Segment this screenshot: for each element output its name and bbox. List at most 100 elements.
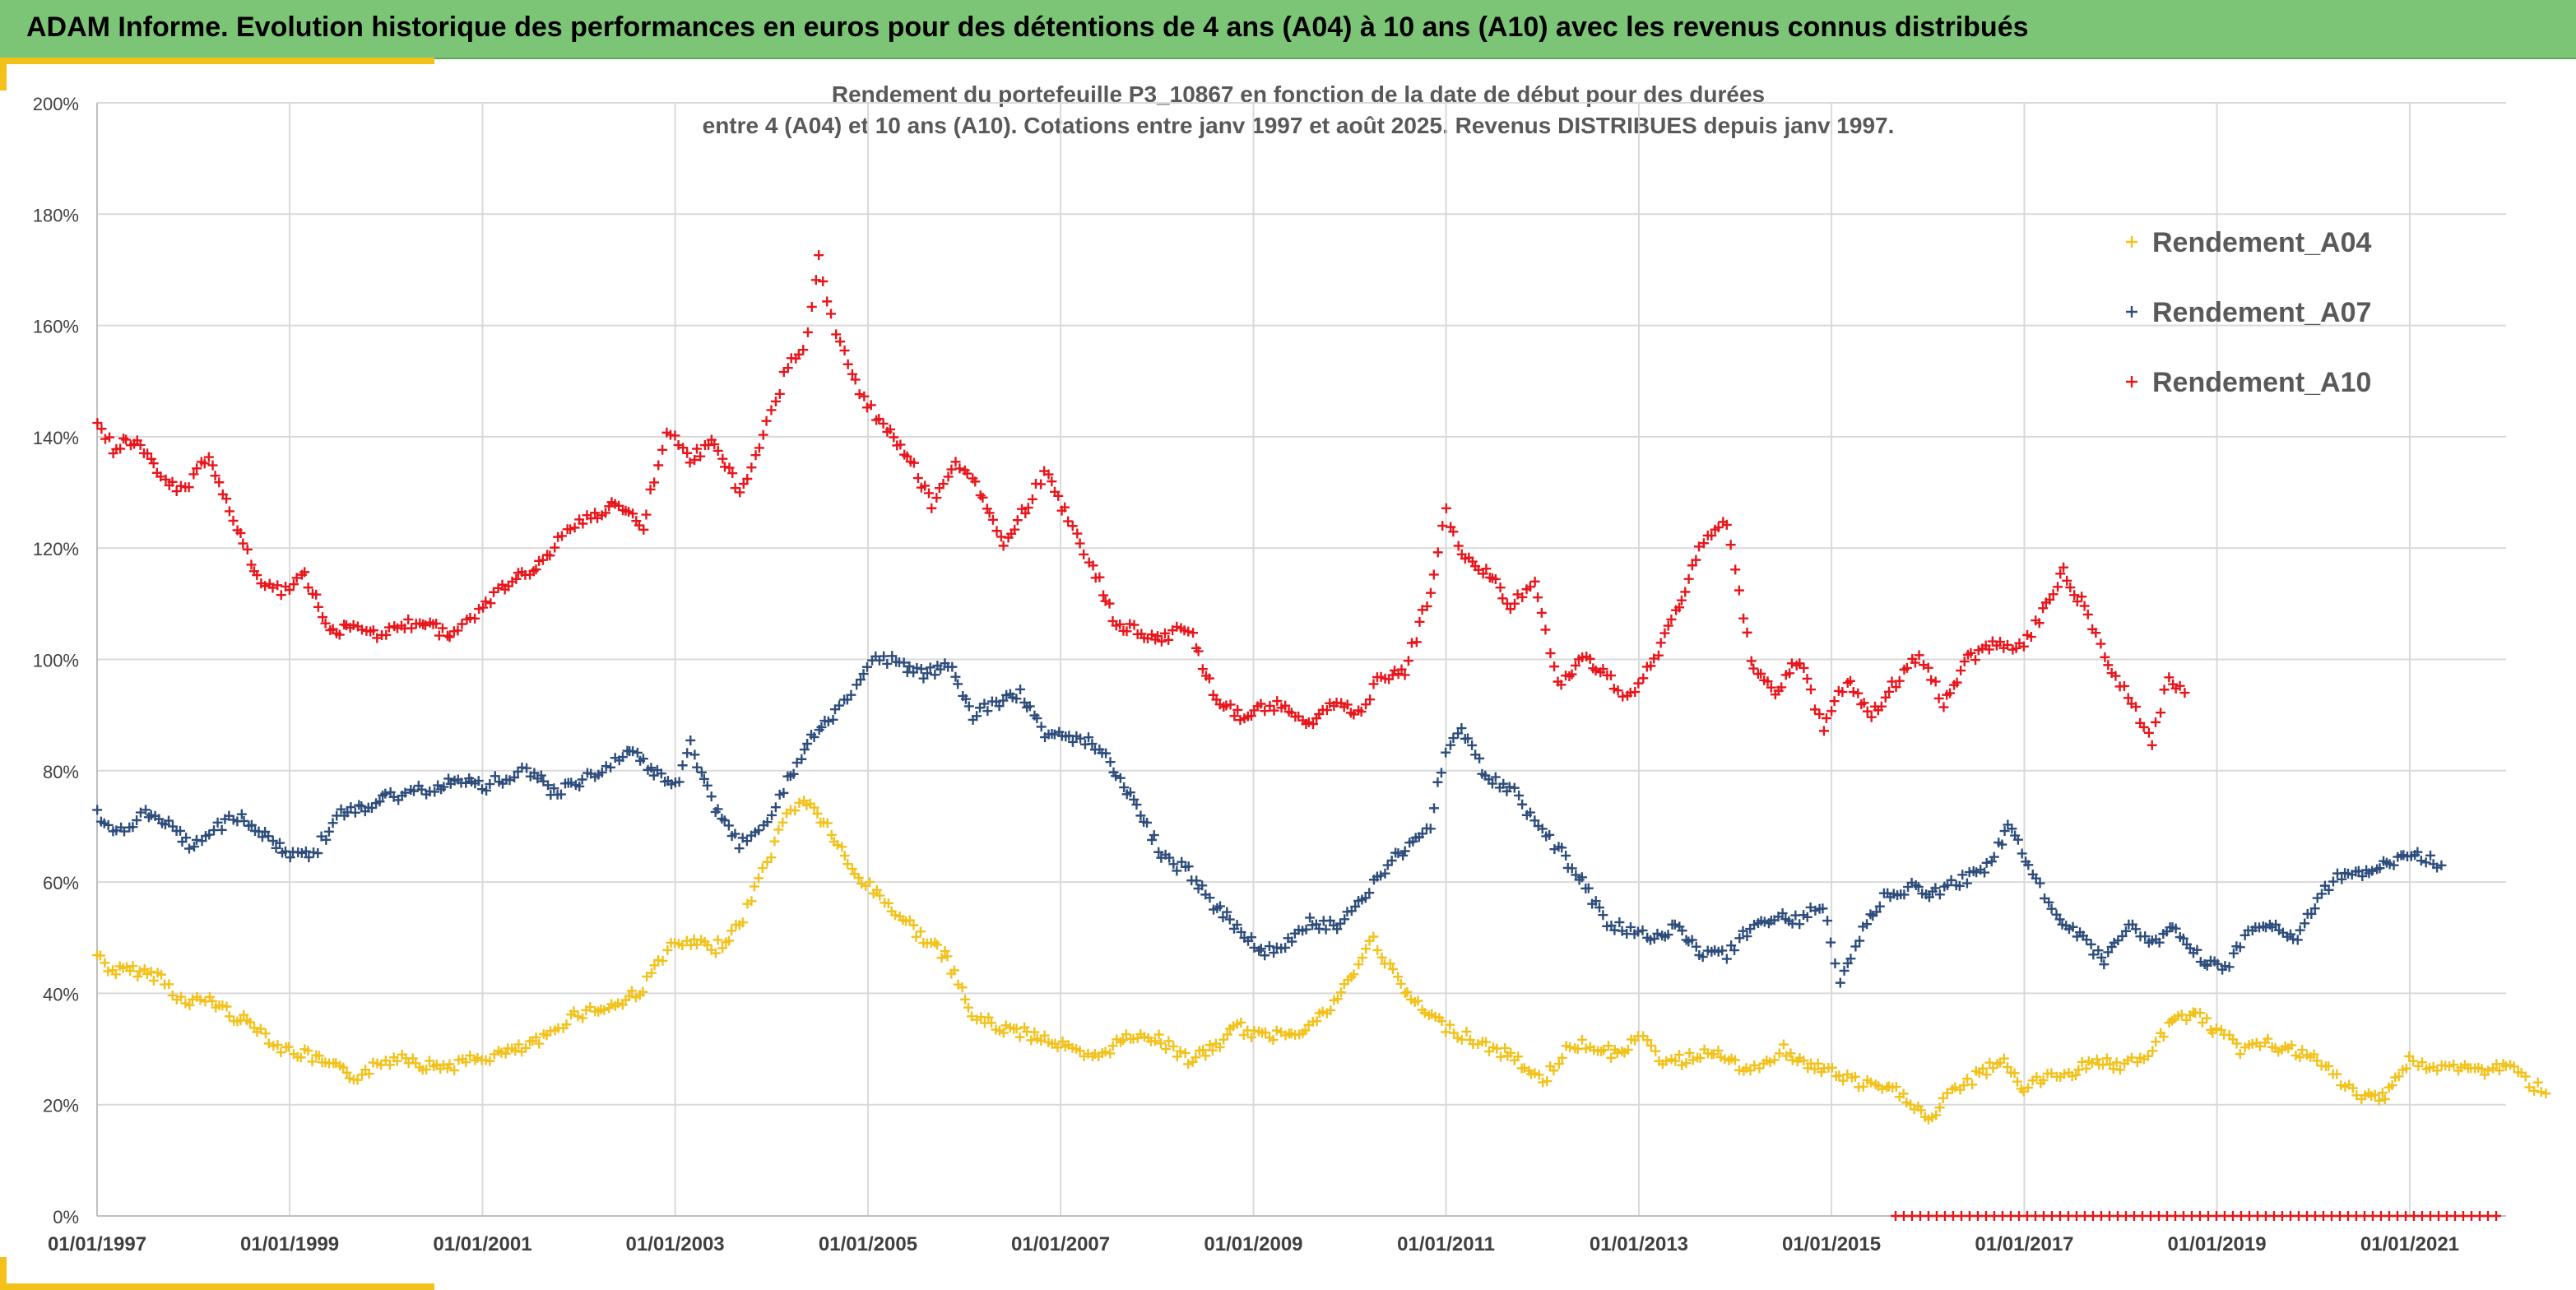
data-point — [1020, 508, 1031, 518]
data-point — [246, 559, 257, 570]
data-point — [1506, 1047, 1516, 1058]
data-point — [1934, 1102, 1945, 1113]
data-point — [1490, 772, 1501, 782]
data-point — [1676, 595, 1687, 606]
data-point — [1958, 1080, 1969, 1091]
data-point — [796, 754, 807, 764]
data-point — [336, 804, 346, 814]
data-point — [2071, 1070, 2082, 1080]
data-point — [723, 820, 734, 831]
data-point — [832, 839, 842, 850]
data-point — [421, 1064, 432, 1074]
data-point — [963, 701, 974, 712]
data-point — [1802, 673, 1812, 684]
data-point — [1015, 684, 1026, 694]
data-point — [1036, 1035, 1047, 1046]
data-point — [846, 689, 856, 700]
data-point — [769, 836, 780, 847]
data-point — [1924, 892, 1934, 903]
data-point — [662, 944, 673, 955]
data-point — [1854, 935, 1865, 946]
data-point — [1633, 678, 1644, 689]
data-point — [1271, 1025, 1282, 1036]
data-point — [984, 508, 995, 518]
data-point — [1463, 733, 1474, 744]
data-point — [1945, 688, 1956, 698]
x-tick-label: 01/01/2001 — [433, 1233, 531, 1255]
data-point — [2524, 1082, 2535, 1093]
legend-label: Rendement_A10 — [2152, 367, 2371, 398]
data-point — [1525, 807, 1535, 818]
data-point — [2202, 1013, 2212, 1023]
data-point — [1537, 824, 1548, 834]
data-point — [1713, 522, 1724, 533]
data-point — [2297, 1045, 2308, 1056]
data-point — [646, 763, 657, 773]
data-point — [912, 473, 923, 484]
data-point — [1674, 602, 1685, 613]
data-point — [521, 1042, 531, 1053]
data-point — [1027, 494, 1037, 504]
data-point — [1942, 1088, 1952, 1098]
data-point — [1967, 1079, 1978, 1090]
data-point — [1204, 1040, 1215, 1051]
data-point — [1395, 978, 1406, 989]
data-point — [735, 487, 745, 498]
data-point — [2086, 939, 2096, 949]
data-point — [285, 852, 295, 863]
data-point — [509, 772, 520, 782]
data-point — [1387, 670, 1398, 680]
data-point — [767, 810, 777, 820]
data-point — [1942, 879, 1952, 890]
report-banner: ADAM Informe. Evolution historique des p… — [0, 0, 2576, 59]
data-point — [1107, 1041, 1118, 1051]
data-point — [424, 1056, 434, 1066]
data-point — [724, 462, 735, 473]
data-point — [617, 752, 628, 763]
data-point — [1325, 1005, 1336, 1016]
data-point — [443, 773, 454, 784]
data-point — [2323, 884, 2334, 895]
data-point — [2197, 1018, 2207, 1028]
data-point — [1652, 928, 1663, 939]
data-point — [1032, 713, 1042, 724]
data-point — [1663, 620, 1673, 631]
data-point — [1441, 503, 1451, 513]
data-point — [1164, 852, 1175, 863]
data-point — [311, 589, 322, 600]
data-point — [1729, 1055, 1740, 1065]
data-point — [1131, 800, 1142, 810]
data-point — [887, 651, 898, 661]
data-point — [2002, 1062, 2012, 1072]
data-point — [384, 1060, 395, 1070]
data-point — [2292, 935, 2303, 945]
data-point — [470, 613, 480, 624]
data-point — [2046, 1068, 2057, 1079]
data-point — [1087, 739, 1098, 749]
data-point — [963, 1002, 973, 1013]
data-point — [646, 968, 657, 978]
data-point — [348, 619, 359, 630]
data-point — [2228, 948, 2239, 958]
data-point — [1517, 799, 1528, 810]
data-point — [2073, 1065, 2084, 1075]
data-point — [1287, 936, 1297, 947]
data-point — [531, 564, 541, 575]
data-point — [1429, 803, 1439, 814]
data-point — [858, 669, 869, 680]
data-point — [737, 917, 748, 928]
data-point — [1814, 709, 1825, 720]
data-point — [2031, 1071, 2042, 1082]
data-point — [1156, 636, 1167, 647]
data-point — [199, 458, 210, 469]
data-point — [2212, 958, 2223, 969]
data-point — [141, 805, 151, 815]
data-point — [1642, 1035, 1653, 1046]
data-point — [543, 780, 554, 791]
data-point — [1734, 585, 1744, 596]
data-point — [818, 276, 828, 286]
data-point — [1787, 1055, 1798, 1065]
data-point — [2140, 931, 2151, 942]
data-point — [883, 898, 893, 908]
data-point — [1938, 702, 1949, 712]
